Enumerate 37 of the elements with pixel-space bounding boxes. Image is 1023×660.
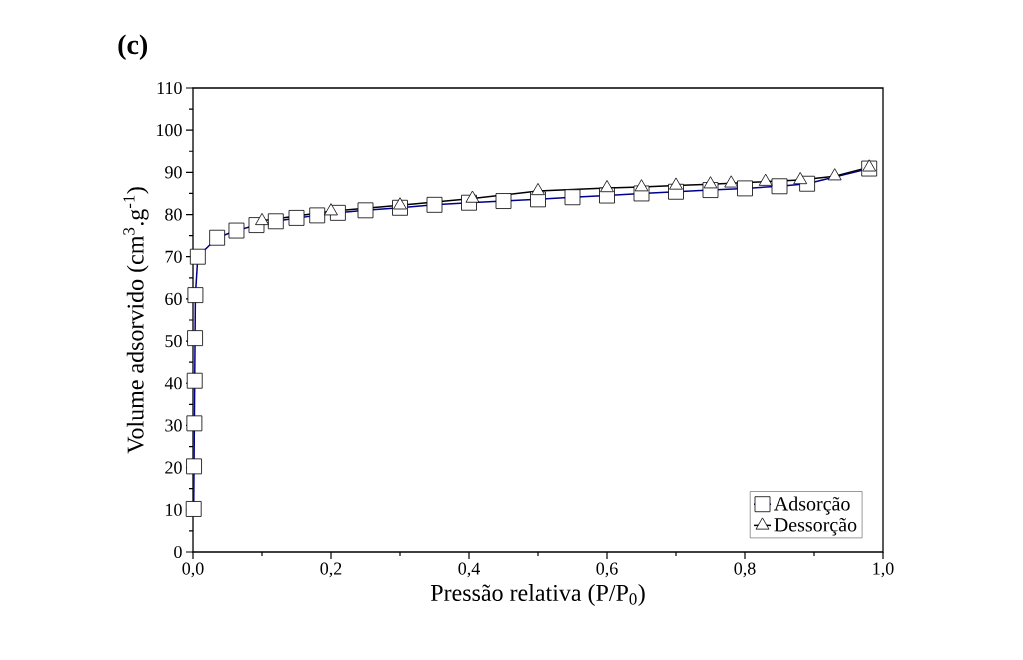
point [669,177,683,190]
legend-label: Dessorção [774,517,857,536]
point [862,159,877,172]
y-axis-title: Volume adsorvido (cm$^{3}$.g$^{-1}$) [123,187,149,454]
y-tick-label: 90 [165,166,182,179]
y-tick-label: 40 [164,377,182,390]
point [793,172,808,185]
x-tick-label: 0,0 [182,562,204,578]
y-tick-label: 80 [165,208,182,221]
legend-label: Adsorção [773,496,850,515]
point [703,176,718,189]
y-tick-label: 70 [165,250,182,263]
point [531,183,545,196]
y-tick-label: 0 [174,545,182,559]
point [393,197,407,210]
y-tick-label: 100 [157,124,182,137]
y-tick-label: 60 [165,292,182,305]
y-tick-label: 50 [165,335,182,348]
point [758,173,773,186]
y-tick-label: 110 [157,81,182,95]
x-axis-title: Pressão relativa (P/P$_{0}$) [430,584,645,606]
x-tick-label: 1,0 [873,562,894,578]
point [724,175,739,188]
point [465,190,480,203]
point [827,168,842,181]
x-tick-label: 0,6 [596,562,618,578]
point [324,203,338,216]
point [255,212,269,226]
point [600,180,614,193]
x-tick-label: 0,4 [458,562,480,578]
y-tick-label: 20 [165,461,182,474]
x-tick-label: 0,2 [320,562,342,578]
y-tick-label: 30 [165,419,182,432]
x-tick-label: 0,8 [734,562,756,578]
y-tick-label: 10 [166,503,182,516]
point [634,179,649,192]
chart-title: (c) [118,34,148,60]
